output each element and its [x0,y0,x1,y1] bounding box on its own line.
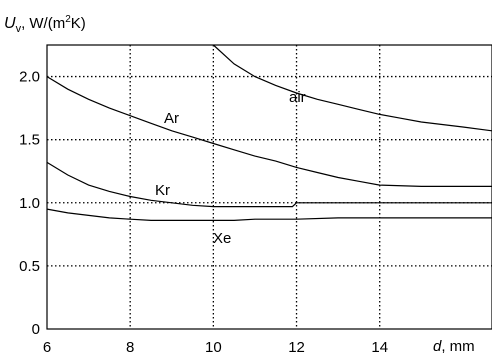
y-tick-label: 1.5 [19,132,40,149]
y-tick-label: 2.0 [19,69,40,86]
grid-lines [47,45,492,329]
y-axis-unit-post: K) [71,15,86,32]
y-axis-unit-pre: , W/(m [21,15,65,32]
series-labels: air Ar Kr Xe [155,89,306,247]
y-axis-unit-superscript: 2 [65,14,71,25]
x-tick-label: 14 [371,339,388,356]
x-tick-labels: 6 8 10 12 14 [43,339,388,356]
y-axis-symbol: U [4,15,16,32]
series-line-kr [46,161,492,208]
x-axis-title: d, mm [433,338,475,355]
x-tick-label: 8 [126,339,134,356]
series-label-xe: Xe [213,230,231,247]
series-label-ar: Ar [164,110,179,127]
series-line-ar [46,76,492,187]
y-tick-labels: 0 0.5 1.0 1.5 2.0 [19,69,40,338]
x-tick-label: 10 [205,339,222,356]
series-label-kr: Kr [155,182,170,199]
x-tick-label: 12 [288,339,305,356]
x-axis-symbol: d [433,338,442,355]
y-tick-label: 0.5 [19,258,40,275]
series-line-xe [46,208,492,221]
y-tick-label: 1.0 [19,195,40,212]
plot-frame [46,44,492,330]
y-axis-title: Uv, W/(m2K) [4,14,86,35]
y-axis-subscript: v [16,23,22,35]
series-label-air: air [289,89,306,106]
y-tick-label: 0 [32,321,40,338]
series-lines [46,44,492,221]
series-line-air [212,44,492,132]
x-tick-label: 6 [43,339,51,356]
x-axis-unit: , mm [441,338,474,355]
